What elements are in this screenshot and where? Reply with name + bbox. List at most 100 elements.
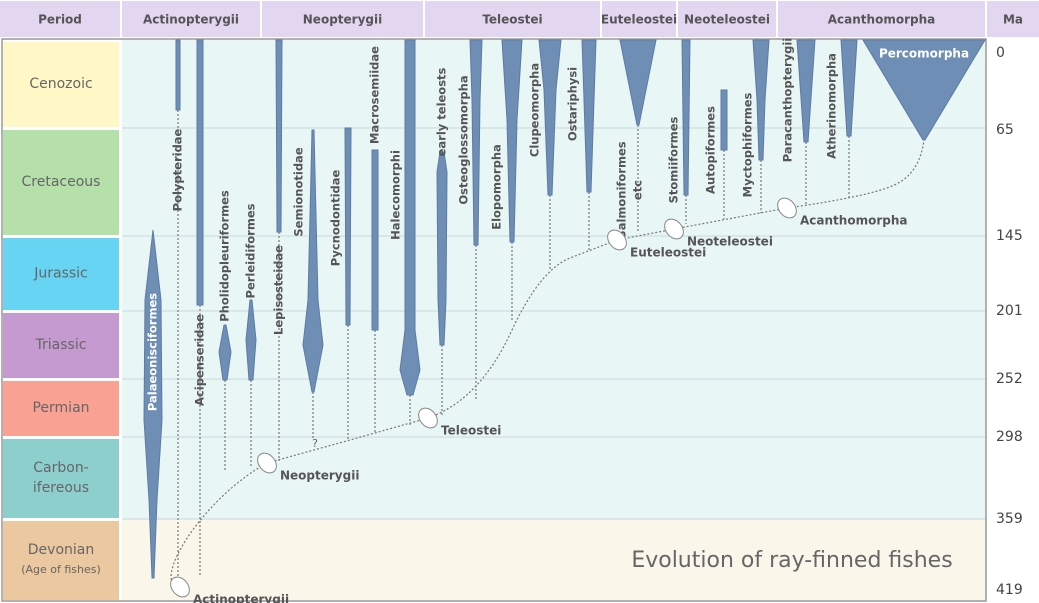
lineage (245, 299, 257, 381)
taxon-label: Paracanthopterygii (781, 38, 795, 162)
header-cell (678, 1, 776, 37)
taxon-label: Ostariphysi (566, 67, 580, 141)
lineage (681, 39, 691, 196)
period-label: Devonian (28, 542, 94, 558)
taxon-label: Semionotidae (292, 147, 306, 236)
lineage (538, 39, 562, 196)
header-label: Neoteleostei (684, 13, 770, 27)
taxon-label: Halecomorphi (389, 150, 403, 240)
header-cell (122, 1, 260, 37)
header-label: Actinopterygii (143, 13, 239, 27)
period-label: (Age of fishes) (21, 563, 101, 576)
lineage (720, 89, 728, 151)
period-cell (3, 42, 119, 127)
header-label: Period (38, 13, 82, 27)
period-label: Permian (32, 400, 89, 416)
period-cell (3, 313, 119, 378)
taxon-label: Stomiiformes (667, 116, 681, 203)
taxon-label: Pholidopleuriformes (218, 190, 232, 322)
period-cell (3, 130, 119, 235)
header-cell (0, 1, 120, 37)
node (170, 576, 190, 598)
lineage (581, 39, 597, 193)
lineage (175, 39, 181, 111)
taxon-label: Palaeonisciformes (146, 293, 160, 411)
taxon-label: Myctophiformes (741, 92, 755, 197)
ma-label: 0 (996, 45, 1005, 61)
lineage (218, 324, 232, 381)
node-label: Acanthomorpha (800, 214, 907, 228)
node (664, 218, 684, 240)
period-label: Carbon- (33, 460, 89, 476)
taxon-label: Pycnodontidae (329, 170, 343, 267)
ma-label: 359 (996, 511, 1023, 527)
node-label: Neoteleostei (687, 235, 773, 249)
lineage (399, 39, 421, 396)
node-label: Teleostei (441, 424, 501, 438)
period-cell (3, 381, 119, 436)
taxon-label: Acipenseridae (193, 314, 207, 406)
header-cell (262, 1, 423, 37)
lineage (840, 39, 858, 137)
lineage (436, 151, 448, 346)
lineage (302, 129, 324, 393)
lineage (371, 149, 379, 331)
period-label: Cenozoic (29, 76, 92, 92)
lineage (619, 39, 657, 126)
lineage (469, 39, 483, 246)
taxon-label: early teleosts (435, 67, 449, 156)
period-label: ifereous (33, 480, 89, 496)
ma-label: 201 (996, 303, 1023, 319)
lineage (862, 39, 986, 141)
lineage (796, 39, 816, 143)
header-label: Ma (1003, 13, 1023, 27)
taxon-label: Perleidiformes (244, 203, 258, 298)
node (257, 452, 277, 474)
node-label: Actinopterygii (193, 593, 289, 603)
title: Evolution of ray-finned fishes (631, 548, 952, 573)
taxon-label: Clupeomorpha (528, 63, 542, 157)
header-cell (602, 1, 676, 37)
period-label: Cretaceous (22, 174, 101, 190)
taxon-label: Percomorpha (879, 47, 969, 61)
taxon-label: Osteoglossomorpha (457, 75, 471, 204)
taxon-label: Macrosemiidae (368, 46, 382, 144)
header-cell (778, 1, 985, 37)
ma-label: 145 (996, 228, 1023, 244)
ma-label: 252 (996, 371, 1023, 387)
lineage (344, 127, 352, 326)
node-label: Euteleostei (630, 246, 706, 260)
lineage (275, 39, 283, 233)
ma-label: 419 (996, 582, 1023, 598)
taxon-label: Elopomorpha (490, 144, 504, 230)
header-label: Acanthomorpha (828, 13, 935, 27)
header-cell (425, 1, 600, 37)
period-cell (3, 238, 119, 310)
header-cell (987, 1, 1039, 37)
frame (1, 38, 987, 602)
taxon-label: Atherinomorpha (825, 53, 839, 159)
lineage (752, 39, 770, 161)
ma-label: 65 (996, 122, 1014, 138)
period-cell (3, 439, 119, 518)
node (777, 197, 797, 219)
period-label: Jurassic (33, 266, 88, 282)
header-label: Teleostei (482, 13, 542, 27)
lineage (501, 39, 523, 243)
node-label: Neopterygii (280, 469, 359, 483)
header-label: Neopterygii (303, 13, 382, 27)
taxon-label: Salmoniformes (615, 141, 629, 238)
taxon-label: Lepisosteidae (272, 245, 286, 335)
period-label: Triassic (35, 337, 87, 353)
ma-label: 298 (996, 429, 1023, 445)
lineage (196, 39, 204, 306)
node (607, 229, 627, 251)
header-label: Euteleostei (601, 13, 677, 27)
taxon-label: etc (631, 180, 645, 200)
period-cell (3, 521, 119, 600)
devonian-area (122, 519, 986, 601)
node (418, 407, 438, 429)
taxon-label: Polypteridae (171, 128, 185, 211)
taxon-label: Autopiformes (704, 106, 718, 194)
